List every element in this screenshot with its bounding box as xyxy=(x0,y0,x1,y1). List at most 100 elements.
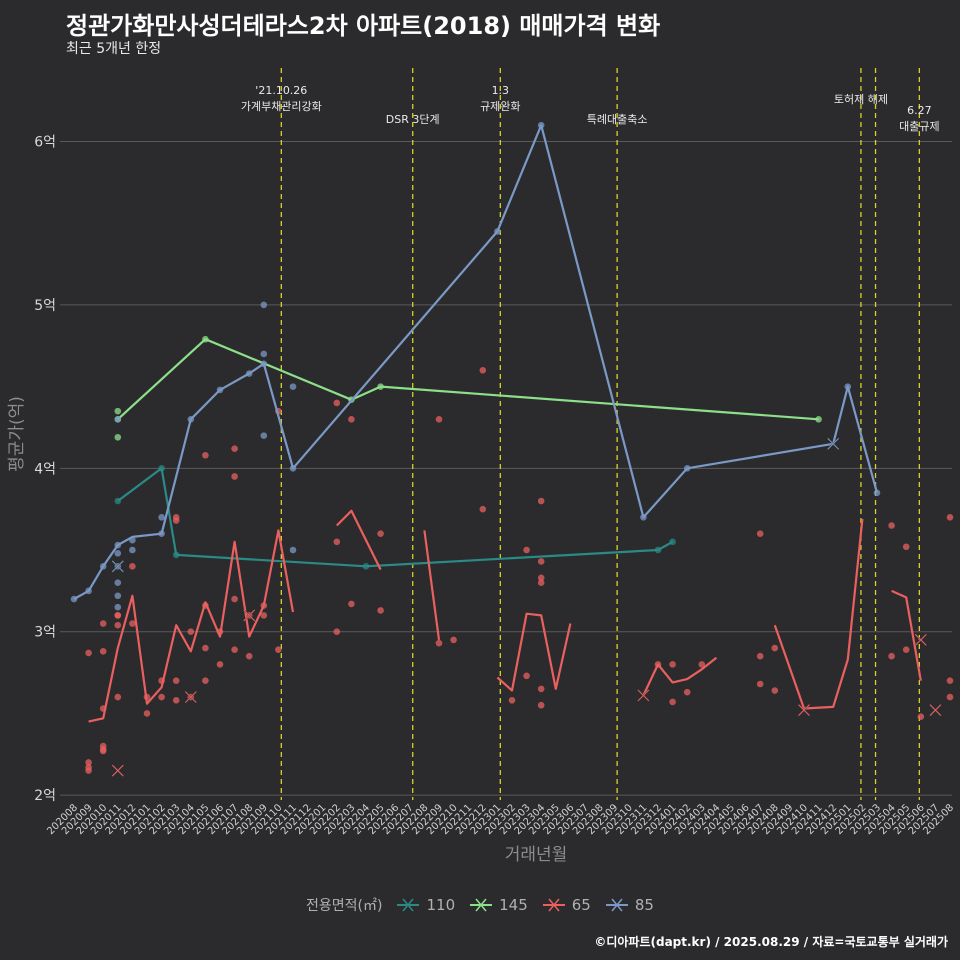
cross-marker-overlay-65 xyxy=(243,609,256,622)
data-point-65 xyxy=(537,579,545,586)
data-point-65 xyxy=(187,628,195,636)
data-point-85 xyxy=(260,350,268,358)
data-point-65 xyxy=(537,574,545,582)
legend-swatch-icon xyxy=(542,898,565,912)
series-line-110 xyxy=(117,467,674,568)
data-point-65 xyxy=(333,399,341,407)
legend-item-110: 110 xyxy=(396,896,455,914)
data-point-65 xyxy=(508,697,516,704)
data-point-65 xyxy=(231,473,238,480)
data-point-65 xyxy=(231,646,238,653)
cross-marker-overlay-85 xyxy=(827,437,840,450)
data-point-85 xyxy=(114,592,122,600)
data-point-65 xyxy=(888,652,895,660)
legend-swatch-icon xyxy=(470,898,493,912)
data-point-65 xyxy=(85,649,92,657)
data-point-65 xyxy=(202,677,209,685)
data-point-65 xyxy=(698,661,706,668)
series-line-65 xyxy=(642,656,718,696)
y-tick-label: 2억 xyxy=(34,788,56,804)
data-point-85 xyxy=(873,489,881,497)
legend: 전용면적(㎡) 110 145 65 85 xyxy=(0,895,960,915)
policy-annotation: '21.10.26 xyxy=(255,84,307,97)
data-point-65 xyxy=(202,451,209,459)
cross-marker-overlay-65 xyxy=(637,689,650,702)
data-point-65 xyxy=(756,530,764,537)
data-point-65 xyxy=(756,652,764,660)
cross-marker-overlay-85 xyxy=(111,560,124,573)
data-point-65 xyxy=(683,688,691,696)
data-point-65 xyxy=(172,677,180,685)
data-point-65 xyxy=(114,693,122,701)
legend-swatch-icon xyxy=(397,898,420,912)
policy-annotation: 규제완화 xyxy=(480,100,520,113)
series-line-65 xyxy=(336,509,382,571)
data-point-65 xyxy=(99,747,107,755)
data-point-65 xyxy=(917,713,925,720)
chart-title: 정관가화만사성더테라스2차 아파트(2018) 매매가격 변화 xyxy=(66,12,661,40)
series-line-145 xyxy=(117,338,819,421)
data-point-65 xyxy=(216,661,224,668)
series-line-65 xyxy=(891,589,922,681)
data-point-65 xyxy=(85,759,92,766)
data-point-65 xyxy=(348,415,355,423)
credit-text: ©디아파트(dapt.kr) / 2025.08.29 / 자료=국토교통부 실… xyxy=(594,935,948,949)
data-point-65 xyxy=(669,698,676,706)
data-point-65 xyxy=(771,644,779,652)
data-point-65 xyxy=(231,445,238,453)
cross-marker-overlay-65 xyxy=(798,704,810,716)
y-tick-label: 6억 xyxy=(34,135,56,151)
data-point-65 xyxy=(888,522,895,529)
legend-label: 65 xyxy=(571,896,591,914)
data-point-65 xyxy=(669,661,676,668)
cross-marker-overlay-65 xyxy=(111,764,124,777)
data-point-65 xyxy=(114,612,122,619)
data-point-65 xyxy=(99,620,107,627)
y-tick-label: 5억 xyxy=(34,298,56,314)
data-point-65 xyxy=(245,652,253,660)
policy-annotation: 6.27 xyxy=(907,104,932,117)
policy-annotation: 토허제 해제 xyxy=(834,92,888,106)
data-point-65 xyxy=(479,505,487,513)
data-point-65 xyxy=(946,693,954,701)
data-point-85 xyxy=(114,603,122,611)
data-point-85 xyxy=(289,383,297,390)
legend-item-85: 85 xyxy=(605,896,654,914)
data-point-65 xyxy=(348,600,355,608)
series-line-85 xyxy=(73,124,879,600)
data-point-65 xyxy=(946,677,954,685)
data-point-65 xyxy=(158,693,165,701)
data-point-65 xyxy=(537,701,545,709)
data-point-65 xyxy=(129,620,136,627)
series-line-65 xyxy=(773,518,864,710)
policy-annotation: 대출규제 xyxy=(899,120,939,133)
data-point-65 xyxy=(99,648,107,655)
data-point-65 xyxy=(523,672,530,680)
data-point-65 xyxy=(902,646,910,653)
series-line-65 xyxy=(88,529,295,723)
cross-marker-overlay-65 xyxy=(184,691,197,703)
data-point-85 xyxy=(289,546,297,554)
legend-label: 145 xyxy=(499,896,528,914)
legend-title: 전용면적(㎡) xyxy=(306,898,383,914)
data-point-65 xyxy=(333,628,341,636)
data-point-65 xyxy=(231,595,238,603)
data-point-65 xyxy=(435,639,443,647)
data-point-65 xyxy=(479,366,487,374)
policy-annotation: 1.3 xyxy=(492,84,510,97)
data-point-85 xyxy=(114,415,122,423)
y-tick-label: 3억 xyxy=(34,625,56,641)
series-line-65 xyxy=(496,612,572,692)
data-point-145 xyxy=(114,433,122,441)
data-point-65 xyxy=(537,558,545,565)
data-point-85 xyxy=(129,546,136,554)
data-point-85 xyxy=(260,301,268,309)
data-point-65 xyxy=(85,767,92,774)
data-point-65 xyxy=(377,607,384,614)
data-point-65 xyxy=(333,538,341,546)
data-point-65 xyxy=(114,621,122,629)
data-point-85 xyxy=(114,549,122,557)
y-axis-title: 평균가(억) xyxy=(7,396,27,472)
data-point-85 xyxy=(260,432,268,439)
